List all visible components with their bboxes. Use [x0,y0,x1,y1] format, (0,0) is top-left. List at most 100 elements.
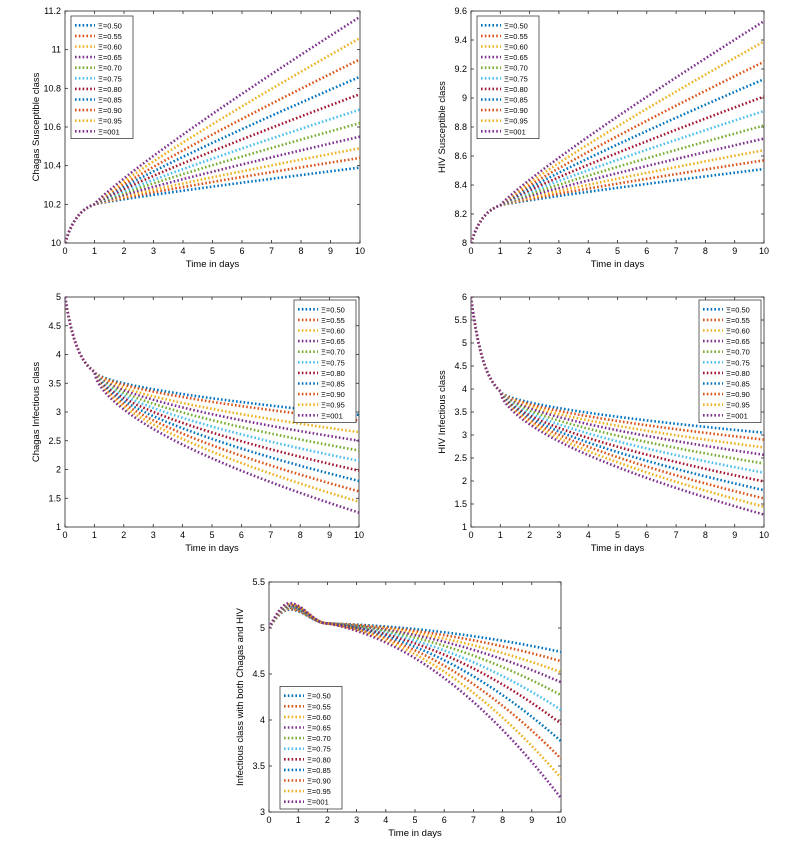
series-line [65,135,360,243]
y-tick-label: 8 [462,238,467,248]
series-line [471,297,764,516]
legend-entry: Ξ=001 [321,411,343,420]
x-tick-label: 8 [703,530,708,540]
series-line [65,146,360,243]
x-tick-label: 4 [180,530,185,540]
y-tick-label: 9.4 [454,35,467,45]
series-line [269,603,561,743]
x-tick-label: 5 [615,530,620,540]
series-line [65,297,359,483]
series-line [65,297,359,472]
y-tick-label: 4.5 [252,669,265,679]
series-line [471,297,764,434]
x-tick-label: 2 [121,530,126,540]
y-tick-label: 8.4 [454,180,467,190]
y-tick-label: 4 [56,350,61,360]
legend-entry: Ξ=001 [98,127,120,136]
y-tick-label: 3 [260,807,265,817]
y-axis-label: HIV Infectious class [437,370,448,454]
y-tick-label: 2.5 [48,436,61,446]
series-line [65,75,360,243]
x-tick-label: 6 [644,246,649,256]
y-tick-label: 4 [260,715,265,725]
x-tick-label: 5 [210,246,215,256]
y-axis-label: HIV Susceptible class [437,81,448,173]
legend-box [279,686,343,810]
legend: Ξ=0.50 Ξ=0.55 Ξ=0.60Ξ=0.65 Ξ=0.70Ξ=0.75 Ξ=0.… [698,299,762,423]
x-tick-label: 3 [556,246,561,256]
legend-entry: Ξ=0.55 [504,32,528,41]
series-line [471,109,764,243]
x-tick-label: 10 [354,530,364,540]
legend-entry: Ξ=0.90 [307,777,331,786]
x-tick-label: 4 [586,246,591,256]
legend-entry: Ξ=0.90 [98,106,122,115]
legend-entry: Ξ=0.90 [504,106,528,115]
series-line [471,77,764,243]
y-tick-label: 9.6 [454,6,467,16]
x-tick-label: 5 [615,246,620,256]
x-tick-label: 6 [442,815,447,825]
x-tick-label: 2 [325,815,330,825]
x-tick-label: 0 [468,530,473,540]
y-tick-label: 3 [56,407,61,417]
series-line [269,601,561,799]
y-axis-label: Chagas Susceptible class [31,72,42,181]
x-tick-label: 1 [296,815,301,825]
x-tick-label: 7 [674,530,679,540]
y-tick-label: 5.5 [454,315,467,325]
x-tick-label: 1 [92,530,97,540]
y-tick-label: 10.8 [43,83,61,93]
x-axis-label: Time in days [591,543,645,554]
x-tick-label: 9 [732,530,737,540]
x-tick-label: 2 [527,246,532,256]
series-line [65,121,360,243]
y-tick-label: 5.5 [252,577,265,587]
y-tick-label: 4.5 [454,361,467,371]
y-tick-label: 11.2 [44,6,61,16]
series-line [471,297,764,483]
legend-entry: Ξ=0.95 [321,401,345,410]
legend-entry: Ξ=0.90 [321,390,345,399]
chart-panel-2: 0 1 2 3 4 5 6 7 8 9 10 8 8.2 8.4 8.6 8.8 9 9.2 9.4 9.6 Time … [437,6,769,270]
x-tick-label: 8 [703,246,708,256]
legend-entry: Ξ=001 [307,798,329,807]
legend-entry: Ξ=0.90 [726,390,750,399]
y-tick-label: 8.6 [454,151,467,161]
x-tick-label: 9 [327,530,332,540]
legend-entry: Ξ=0.80 [504,85,528,94]
y-tick-label: 11 [52,45,61,55]
legend-entry: Ξ=0.75 [504,74,528,83]
legend-entry: Ξ=001 [726,411,748,420]
legend-entry: Ξ=0.95 [98,117,122,126]
x-tick-label: 6 [239,530,244,540]
series-line [471,297,764,492]
legend: Ξ=0.50 Ξ=0.55 Ξ=0.60Ξ=0.65 Ξ=0.70Ξ=0.75 Ξ=0.… [293,299,357,423]
x-tick-label: 9 [732,246,737,256]
legend-entry: Ξ=0.65 [726,337,750,346]
x-tick-label: 4 [383,815,388,825]
series-line [471,137,764,243]
legend-entry: Ξ=0.55 [98,32,122,41]
legend-entry: Ξ=0.70 [726,348,750,357]
x-tick-label: 7 [674,246,679,256]
series-line [65,92,360,243]
legend: Ξ=0.50 Ξ=0.55 Ξ=0.60Ξ=0.65 Ξ=0.70Ξ=0.75 Ξ=0.… [476,15,540,139]
y-tick-label: 8.2 [454,209,467,219]
legend-entry: Ξ=0.85 [98,96,122,105]
x-tick-label: 6 [644,530,649,540]
y-tick-label: 4 [462,384,467,394]
series-line [65,297,359,452]
y-tick-label: 2.5 [454,453,467,463]
y-tick-label: 3 [462,430,467,440]
chart-panel-1: 0 1 2 3 4 5 6 7 8 9 10 10 10.2 10.4 10.6 10.8 11 11.2 Time… [31,6,365,270]
y-axis-label: Infectious class with both Chagas and HI… [235,607,246,786]
legend-entry: Ξ=0.60 [726,327,750,336]
y-tick-label: 1 [56,522,61,532]
x-tick-label: 10 [556,815,566,825]
legend-entry: Ξ=0.80 [98,85,122,94]
x-tick-label: 1 [92,246,97,256]
y-tick-label: 10.4 [43,161,61,171]
